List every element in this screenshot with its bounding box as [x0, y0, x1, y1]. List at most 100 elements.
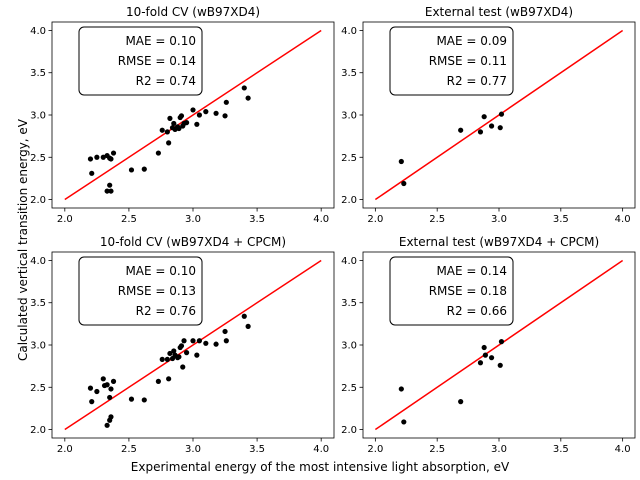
stats-line: MAE = 0.09 — [436, 34, 507, 48]
data-point — [141, 166, 147, 172]
subplot-title: 10-fold CV (wB97XD4 + CPCM) — [100, 235, 286, 249]
y-tick-label: 4.0 — [341, 256, 357, 267]
data-point — [398, 386, 404, 392]
y-tick-label: 3.0 — [30, 111, 46, 122]
x-tick-label: 3.0 — [491, 214, 507, 225]
data-point — [159, 356, 165, 362]
data-point — [141, 397, 147, 403]
x-tick-label: 3.0 — [185, 214, 201, 225]
stats-line: RMSE = 0.14 — [118, 54, 196, 68]
data-point — [183, 350, 190, 356]
stats-line: R2 = 0.66 — [447, 304, 507, 318]
stats-line: MAE = 0.10 — [125, 34, 196, 48]
data-point — [398, 158, 404, 165]
x-tick-label: 2.5 — [121, 444, 137, 455]
data-point — [181, 338, 187, 344]
data-point — [94, 154, 100, 160]
y-tick-label: 3.5 — [30, 68, 46, 79]
stats-line: MAE = 0.10 — [125, 264, 196, 278]
x-tick-label: 4.0 — [615, 444, 631, 455]
y-tick-label: 3.0 — [30, 341, 46, 352]
y-tick-label: 3.5 — [341, 298, 357, 309]
data-point — [104, 422, 110, 428]
data-point — [222, 328, 228, 335]
data-point — [488, 355, 495, 361]
y-tick-label: 4.0 — [341, 26, 357, 37]
x-tick-label: 3.5 — [553, 214, 569, 225]
stats-box — [78, 26, 203, 96]
y-tick-label: 3.0 — [341, 341, 357, 352]
x-tick-label: 3.5 — [553, 444, 569, 455]
data-point — [107, 182, 113, 188]
data-point — [155, 150, 161, 156]
data-point — [498, 339, 505, 345]
y-tick-label: 3.5 — [341, 68, 357, 79]
data-point — [178, 343, 185, 349]
data-point — [107, 394, 113, 401]
data-point — [245, 95, 251, 101]
y-tick-label: 4.0 — [30, 256, 46, 267]
stats-line: RMSE = 0.13 — [118, 284, 196, 298]
subplot-title: 10-fold CV (wB97XD4) — [126, 5, 260, 19]
subplot-4: External test (wB97XD4 + CPCM) 2.0 2.5 3.0 3… — [341, 235, 636, 455]
data-point — [482, 352, 488, 358]
data-point — [164, 356, 170, 362]
data-point — [245, 323, 251, 329]
stats-box — [389, 26, 514, 96]
data-point — [110, 150, 117, 156]
data-point — [458, 399, 464, 405]
x-tick-label: 3.0 — [185, 444, 201, 455]
data-point — [108, 414, 114, 420]
identity-line — [64, 259, 322, 431]
data-point — [477, 129, 484, 135]
data-point — [196, 338, 203, 344]
subplot-1: 10-fold CV (wB97XD4) 2.0 2.5 3.0 3.5 4.0 2.0 2.… — [30, 5, 335, 225]
x-tick-label: 2.5 — [429, 444, 445, 455]
data-point — [87, 156, 94, 162]
data-point — [203, 340, 209, 346]
data-point — [166, 376, 172, 382]
subplot-title: External test (wB97XD4 + CPCM) — [399, 235, 599, 249]
data-point — [94, 388, 100, 395]
data-point — [104, 188, 110, 194]
data-point — [223, 99, 229, 105]
y-tick-label: 2.5 — [30, 153, 46, 164]
data-point — [222, 113, 228, 119]
data-point — [401, 419, 407, 425]
data-point — [213, 341, 219, 347]
axes-frame — [362, 251, 636, 439]
data-point — [190, 338, 196, 344]
data-point — [108, 386, 114, 392]
data-point — [176, 125, 182, 132]
data-point — [167, 350, 173, 357]
y-tick-label: 4.0 — [30, 26, 46, 37]
y-tick-label: 3.5 — [30, 298, 46, 309]
data-point — [194, 352, 200, 358]
x-tick-label: 4.0 — [615, 214, 631, 225]
x-axis-label: Experimental energy of the most intensiv… — [131, 460, 510, 474]
x-tick-label: 4.0 — [313, 444, 329, 455]
data-point — [241, 313, 247, 319]
data-point — [194, 121, 200, 127]
x-tick-label: 2.5 — [429, 214, 445, 225]
data-point — [178, 113, 185, 119]
subplot-3: 10-fold CV (wB97XD4 + CPCM) 2.0 2.5 3.0 3.5 4… — [30, 235, 335, 455]
data-point — [171, 120, 177, 127]
stats-line: R2 = 0.74 — [136, 74, 196, 88]
data-point — [87, 385, 94, 391]
x-tick-label: 2.0 — [57, 444, 73, 455]
data-point — [164, 129, 170, 135]
stats-box — [389, 256, 514, 326]
y-tick-label: 2.5 — [341, 383, 357, 394]
data-point — [203, 109, 209, 115]
data-point — [196, 112, 203, 118]
y-tick-label: 2.0 — [30, 425, 46, 436]
stats-line: RMSE = 0.18 — [429, 284, 507, 298]
subplot-2: External test (wB97XD4) 2.0 2.5 3.0 3.5 4.0 2.… — [341, 5, 636, 225]
x-tick-label: 3.5 — [249, 444, 265, 455]
data-point — [171, 348, 177, 354]
x-tick-label: 2.5 — [121, 214, 137, 225]
data-point — [128, 396, 135, 402]
y-tick-label: 2.5 — [30, 383, 46, 394]
data-point — [110, 378, 117, 384]
